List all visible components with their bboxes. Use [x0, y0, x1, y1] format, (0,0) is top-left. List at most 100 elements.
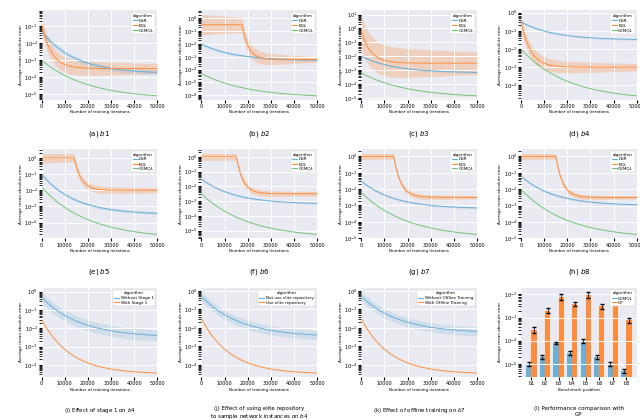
DSR	[154, 211, 161, 216]
GEMQL	[314, 232, 321, 237]
Bar	[567, 353, 572, 419]
EQL	[627, 65, 635, 70]
DSR	[539, 28, 547, 33]
GEMQL	[154, 232, 161, 237]
X-axis label: Number of training iterations: Number of training iterations	[229, 249, 289, 253]
GEMQL	[379, 207, 387, 212]
EQL	[228, 154, 236, 159]
GEMQL	[154, 93, 161, 98]
Line: With Offline Training: With Offline Training	[361, 318, 477, 373]
GEMQL	[60, 204, 67, 209]
Without Stage 1	[45, 301, 52, 306]
Bar	[559, 297, 564, 419]
Line: DSR: DSR	[42, 31, 157, 72]
GEMQL	[198, 71, 205, 76]
DSR	[517, 19, 525, 24]
EQL	[473, 61, 481, 66]
EQL	[60, 155, 67, 160]
Without Stage 1	[60, 312, 67, 317]
Bar	[586, 295, 591, 419]
Line: DSR: DSR	[521, 22, 637, 39]
Line: GEMQL: GEMQL	[42, 60, 157, 96]
DSR	[198, 41, 205, 47]
EQL	[45, 44, 52, 49]
EQL	[143, 66, 151, 71]
Legend: DSR, EQL, GEMQL: DSR, EQL, GEMQL	[131, 13, 156, 34]
GEMQL	[45, 192, 52, 197]
With Offline Training	[379, 345, 387, 350]
X-axis label: Number of training iterations: Number of training iterations	[70, 249, 129, 253]
GEMQL	[219, 208, 227, 213]
X-axis label: Number of training iterations: Number of training iterations	[389, 111, 449, 114]
EQL	[467, 61, 475, 66]
EQL	[303, 191, 311, 196]
Legend: DSR, EQL, GEMQL: DSR, EQL, GEMQL	[451, 151, 475, 172]
Line: GEMQL: GEMQL	[521, 49, 637, 96]
Without Stage 1	[148, 333, 156, 338]
Legend: DSR, EQL, GEMQL: DSR, EQL, GEMQL	[291, 13, 315, 34]
DSR	[303, 201, 311, 206]
DSR	[143, 210, 151, 215]
Without Offline Training	[388, 314, 396, 319]
EQL	[38, 155, 45, 160]
DSR	[143, 70, 151, 75]
GEMQL	[362, 194, 370, 199]
EQL	[623, 65, 631, 70]
Line: DSR: DSR	[521, 176, 637, 205]
Text: (k) Effect of offline training on $b7$: (k) Effect of offline training on $b7$	[372, 406, 465, 415]
GEMQL	[38, 184, 45, 189]
GEMQL	[388, 83, 396, 88]
Line: Without Stage 1: Without Stage 1	[42, 297, 157, 336]
GEMQL	[522, 52, 529, 57]
Y-axis label: Average mean absolute error: Average mean absolute error	[499, 25, 502, 85]
Not use elite repository	[202, 298, 210, 303]
GEMQL	[228, 83, 236, 88]
Line: Not use elite repository: Not use elite repository	[202, 296, 317, 335]
X-axis label: Number of training iterations: Number of training iterations	[389, 249, 449, 253]
DSR	[60, 49, 67, 54]
DSR	[623, 37, 631, 42]
GEMQL	[633, 232, 640, 237]
Bar	[554, 343, 559, 419]
EQL	[633, 195, 640, 200]
GEMQL	[198, 191, 205, 196]
DSR	[357, 54, 365, 59]
EQL	[364, 45, 372, 50]
DSR	[198, 176, 205, 181]
Use elite repository	[303, 370, 311, 375]
EQL	[154, 188, 161, 193]
GEMQL	[548, 211, 556, 216]
EQL	[467, 195, 475, 200]
With Offline Training	[388, 352, 396, 357]
DSR	[633, 37, 640, 42]
GEMQL	[143, 93, 151, 98]
EQL	[627, 195, 635, 200]
DSR	[467, 205, 475, 210]
DSR	[388, 195, 396, 200]
With Stage 1	[42, 325, 50, 330]
GEMQL	[308, 231, 316, 236]
GEMQL	[623, 92, 631, 97]
Line: EQL: EQL	[361, 156, 477, 197]
DSR	[522, 178, 529, 183]
Without Stage 1	[143, 332, 151, 337]
GEMQL	[42, 189, 50, 194]
Without Offline Training	[467, 328, 475, 334]
Bar	[594, 357, 599, 419]
GEMQL	[633, 93, 640, 98]
Line: EQL: EQL	[521, 22, 637, 67]
Y-axis label: Average mean absolute error: Average mean absolute error	[339, 25, 342, 85]
Legend: DSR, EQL, GEMQL: DSR, EQL, GEMQL	[611, 13, 635, 34]
DSR	[623, 202, 631, 207]
Without Offline Training	[463, 328, 471, 334]
X-axis label: Number of training iterations: Number of training iterations	[549, 111, 609, 114]
Bar	[526, 364, 531, 419]
Not use elite repository	[308, 332, 316, 337]
EQL	[303, 57, 311, 62]
Use elite repository	[228, 352, 236, 357]
DSR	[524, 179, 532, 184]
DSR	[364, 57, 372, 62]
Y-axis label: Average mean absolute error: Average mean absolute error	[499, 164, 502, 224]
DSR	[308, 57, 316, 62]
EQL	[308, 57, 316, 62]
